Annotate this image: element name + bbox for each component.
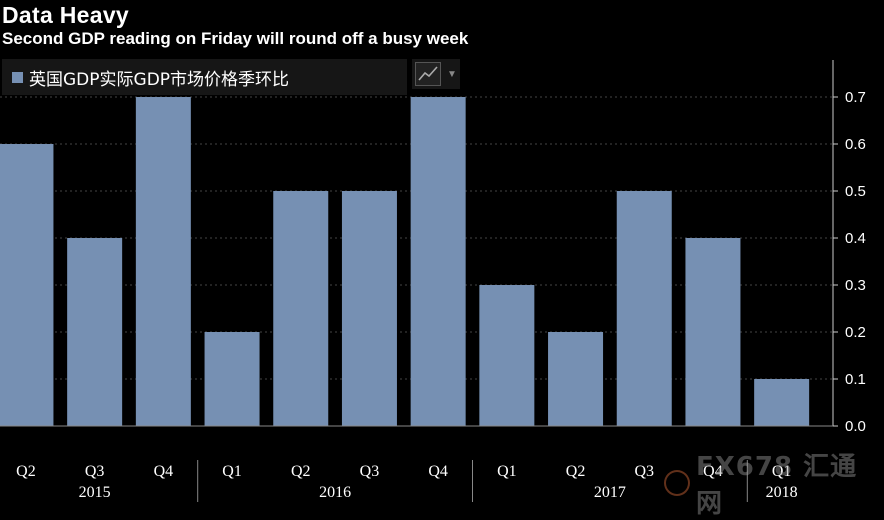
y-tick-label: 0.5 <box>845 183 866 200</box>
x-tick-label: Q3 <box>634 463 654 480</box>
bar <box>0 144 54 426</box>
chevron-down-icon[interactable]: ▼ <box>447 68 457 80</box>
x-tick-label: Q4 <box>154 463 174 480</box>
chart-subtitle: Second GDP reading on Friday will round … <box>2 29 469 48</box>
y-tick-label: 0.0 <box>845 418 866 435</box>
bar <box>204 332 260 426</box>
bar <box>410 97 466 426</box>
bar <box>548 332 604 426</box>
bar <box>479 285 535 426</box>
y-tick-label: 0.6 <box>845 136 866 153</box>
y-tick-label: 0.7 <box>845 89 866 106</box>
y-tick-label: 0.3 <box>845 277 866 294</box>
bar <box>135 97 191 426</box>
x-tick-label: Q2 <box>291 463 311 480</box>
bar <box>341 191 397 426</box>
bar <box>685 238 741 426</box>
x-tick-label: Q2 <box>566 463 586 480</box>
legend-swatch <box>12 71 23 83</box>
bar <box>67 238 123 426</box>
chart-type-toggle[interactable]: ▼ <box>412 59 460 89</box>
x-tick-label: Q4 <box>703 463 723 480</box>
x-tick-label: Q3 <box>360 463 380 480</box>
y-tick-label: 0.2 <box>845 324 866 341</box>
bar <box>273 191 329 426</box>
y-tick-label: 0.4 <box>845 230 866 247</box>
x-tick-label: Q3 <box>85 463 105 480</box>
x-year-label: 2018 <box>766 484 798 501</box>
x-year-label: 2015 <box>79 484 111 501</box>
x-year-label: 2016 <box>319 484 351 501</box>
bar <box>616 191 672 426</box>
watermark-text: FX678 汇通网 <box>695 452 858 519</box>
legend: 英国GDP实际GDP市场价格季环比 <box>2 59 407 95</box>
watermark: FX678 汇通网 <box>664 446 884 520</box>
legend-label: 英国GDP实际GDP市场价格季环比 <box>29 69 290 90</box>
bar-chart: 0.0 0.1 0.2 0.3 0.4 0.5 0.6 0.7 Q2 Q3 Q4 Q1 Q2 Q3 Q4 Q1… <box>0 60 866 502</box>
x-tick-label: Q2 <box>16 463 36 480</box>
x-tick-label: Q1 <box>772 463 792 480</box>
x-tick-label: Q1 <box>497 463 517 480</box>
x-tick-label: Q4 <box>428 463 448 480</box>
chart-title: Data Heavy <box>2 2 130 28</box>
line-chart-icon[interactable] <box>415 62 441 86</box>
x-year-label: 2017 <box>594 484 626 501</box>
bar <box>754 379 810 426</box>
y-tick-label: 0.1 <box>845 371 866 388</box>
watermark-logo-icon <box>664 470 690 496</box>
x-tick-label: Q1 <box>222 463 242 480</box>
